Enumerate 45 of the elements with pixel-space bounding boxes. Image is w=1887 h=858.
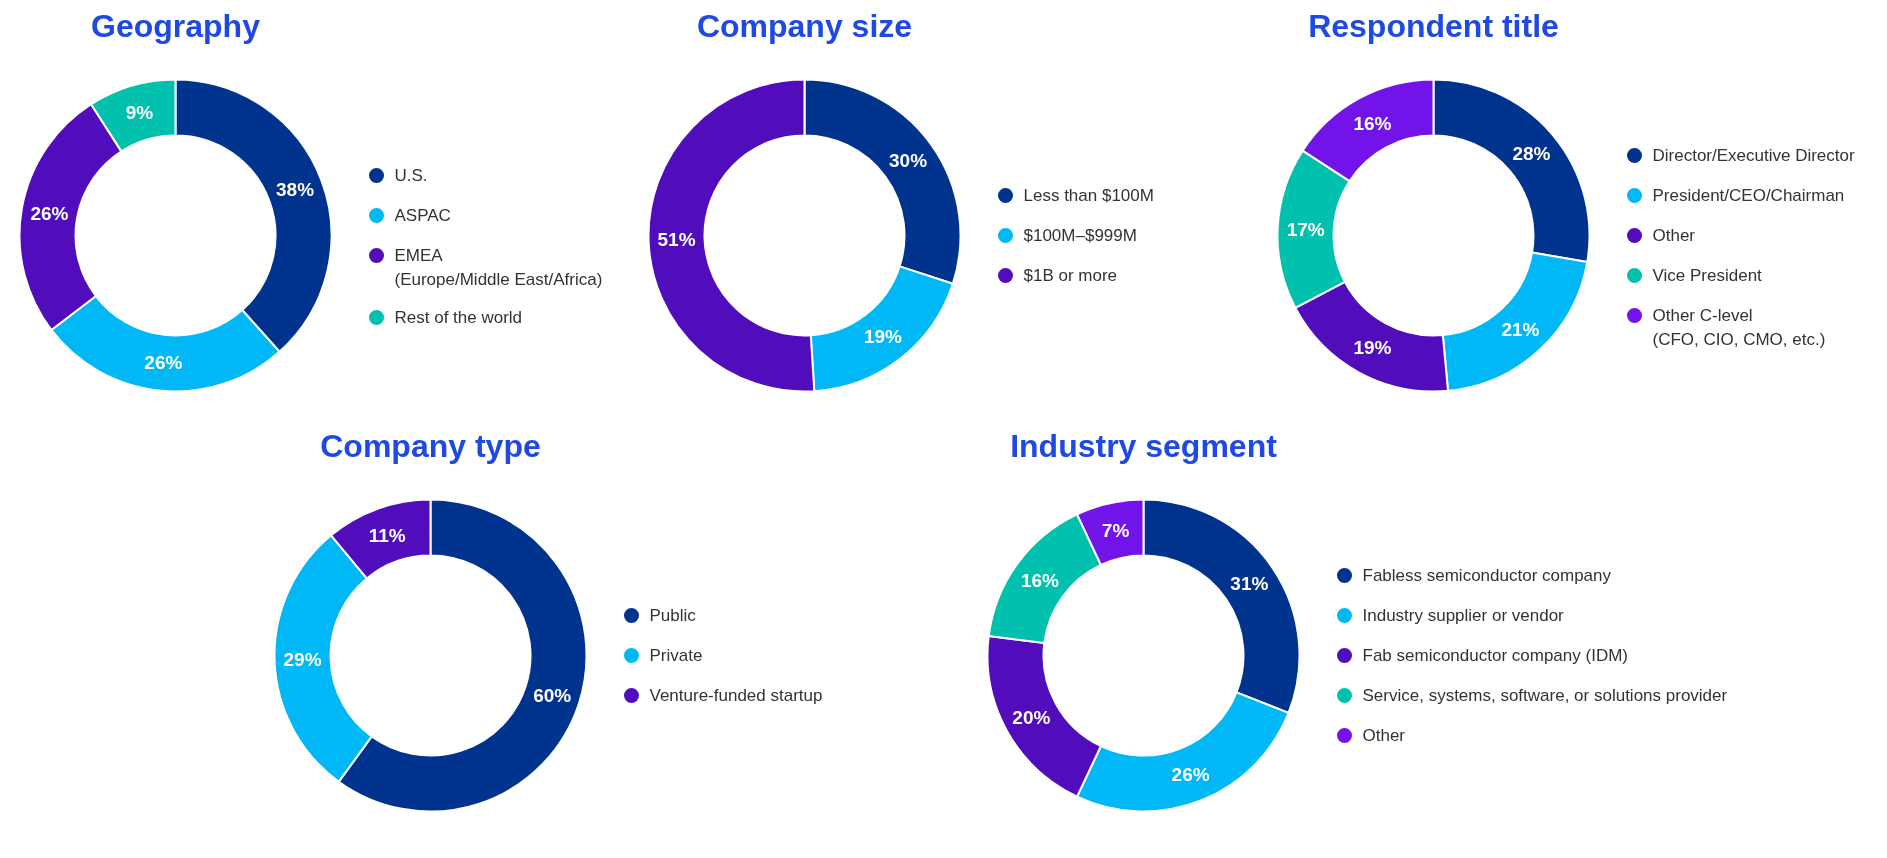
data-label: 20% xyxy=(1012,706,1051,728)
legend-label: $1B or more xyxy=(1023,265,1118,285)
data-label: 7% xyxy=(1101,520,1130,542)
legend-label: EMEA (Europe/Middle East/Africa) xyxy=(394,245,603,290)
data-label: 26% xyxy=(144,352,183,374)
legend-label: Vice President xyxy=(1652,265,1763,285)
chart-title: Respondent title xyxy=(1308,7,1559,44)
chart-title: Geography xyxy=(91,7,261,44)
legend-label: Venture-funded startup xyxy=(649,685,823,705)
data-label: 21% xyxy=(1501,318,1540,340)
data-label: 28% xyxy=(1512,142,1551,164)
data-label: 11% xyxy=(368,524,406,546)
data-label: 16% xyxy=(1020,569,1060,591)
legend-label: Other C-level (CFO, CIO, CMO, etc.) xyxy=(1652,305,1826,350)
data-label: 38% xyxy=(276,179,315,201)
chart-title: Industry segment xyxy=(1010,427,1278,464)
data-label: 30% xyxy=(889,149,928,171)
data-label: 19% xyxy=(1353,337,1392,359)
legend-label: U.S. xyxy=(394,165,428,185)
data-label: 51% xyxy=(657,229,696,251)
legend-label: Fab semiconductor company (IDM) xyxy=(1362,645,1628,665)
legend-label: Private xyxy=(649,645,703,665)
chart-title: Company type xyxy=(320,427,541,464)
data-label: 29% xyxy=(283,649,322,671)
data-label: 26% xyxy=(1171,764,1210,786)
legend-label: Fabless semiconductor company xyxy=(1362,565,1612,585)
legend-label: Industry supplier or vendor xyxy=(1362,605,1565,625)
legend-label: Service, systems, software, or solutions provider xyxy=(1362,685,1728,705)
legend-label: Rest of the world xyxy=(394,307,523,327)
data-label: 16% xyxy=(1353,112,1392,134)
data-label: 19% xyxy=(863,326,903,348)
legend-label: Less than $100M xyxy=(1023,185,1154,205)
data-label: 60% xyxy=(533,684,572,706)
legend-label: Other xyxy=(1652,225,1696,245)
legend-label: ASPAC xyxy=(394,205,451,225)
data-label: 31% xyxy=(1230,573,1269,595)
legend-label: Director/Executive Director xyxy=(1652,145,1855,165)
chart-title: Company size xyxy=(696,7,913,44)
legend-label: Other xyxy=(1362,725,1406,745)
legend-label: President/CEO/Chairman xyxy=(1652,185,1845,205)
data-label: 26% xyxy=(30,202,69,224)
data-label: 17% xyxy=(1286,219,1325,241)
legend-label: $100M–$999M xyxy=(1023,225,1137,245)
legend-label: Public xyxy=(649,605,697,625)
data-label: 9% xyxy=(125,102,154,124)
